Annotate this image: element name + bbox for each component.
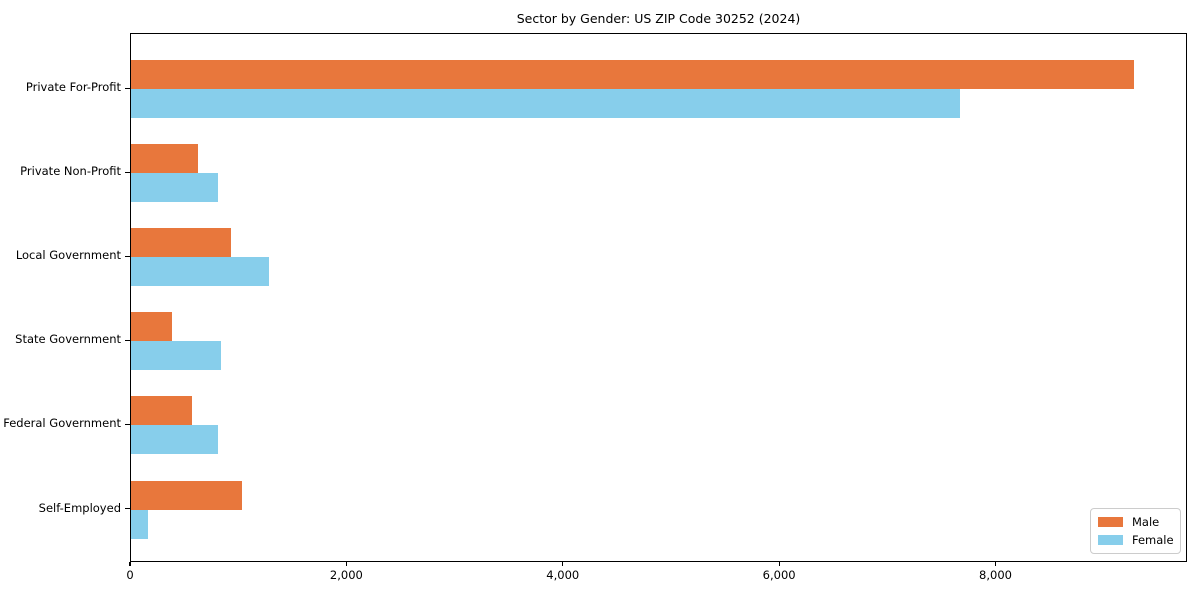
x-tick-label-2000: 2,000	[329, 568, 363, 582]
x-tick-label-4000: 4,000	[546, 568, 580, 582]
x-tick-mark	[562, 562, 564, 566]
bar-male-private-for-profit	[131, 60, 1134, 89]
y-tick-label-private-for-profit: Private For-Profit	[25, 80, 121, 94]
bar-male-private-non-profit	[131, 144, 199, 174]
bar-female-local-government	[131, 257, 270, 287]
y-tick-label-local-government: Local Government	[15, 248, 121, 263]
legend-entry-male: Male	[1098, 515, 1173, 529]
female-color-swatch	[1098, 535, 1123, 545]
x-tick-label-0: 0	[126, 568, 134, 582]
x-tick-label-6000: 6,000	[762, 568, 796, 582]
bar-female-federal-government	[131, 425, 218, 455]
bar-male-self-employed	[131, 480, 243, 510]
chart-title: Sector by Gender: US ZIP Code 30252 (202…	[516, 11, 801, 26]
bar-female-state-government	[131, 341, 221, 371]
male-color-swatch	[1098, 517, 1123, 527]
y-tick-mark	[125, 87, 130, 89]
y-tick-mark	[125, 339, 130, 341]
y-tick-mark	[125, 171, 130, 173]
y-tick-label-state-government: State Government	[15, 332, 121, 347]
x-tick-label-8000: 8,000	[979, 568, 1012, 582]
y-tick-mark	[125, 255, 130, 257]
bar-male-federal-government	[131, 396, 192, 426]
legend: Male Female	[1090, 508, 1181, 554]
y-tick-label-federal-government: Federal Government	[3, 416, 121, 431]
x-tick-mark	[345, 562, 347, 566]
y-tick-label-self-employed: Self-Employed	[38, 500, 121, 515]
bar-female-private-for-profit	[131, 89, 960, 118]
x-tick-mark	[778, 562, 780, 566]
bar-female-self-employed	[131, 509, 149, 539]
y-tick-mark	[125, 423, 130, 426]
x-tick-mark	[994, 562, 997, 566]
bar-female-private-non-profit	[131, 173, 218, 203]
legend-entry-female: Female	[1098, 533, 1174, 547]
x-tick-mark	[129, 562, 131, 566]
plot-area	[130, 33, 1187, 562]
y-tick-label-private-non-profit: Private Non-Profit	[20, 164, 121, 179]
bar-male-state-government	[131, 312, 173, 342]
bar-male-local-government	[131, 228, 231, 258]
y-tick-mark	[125, 508, 130, 510]
legend-label-male: Male	[1132, 515, 1160, 529]
legend-label-female: Female	[1132, 533, 1174, 547]
